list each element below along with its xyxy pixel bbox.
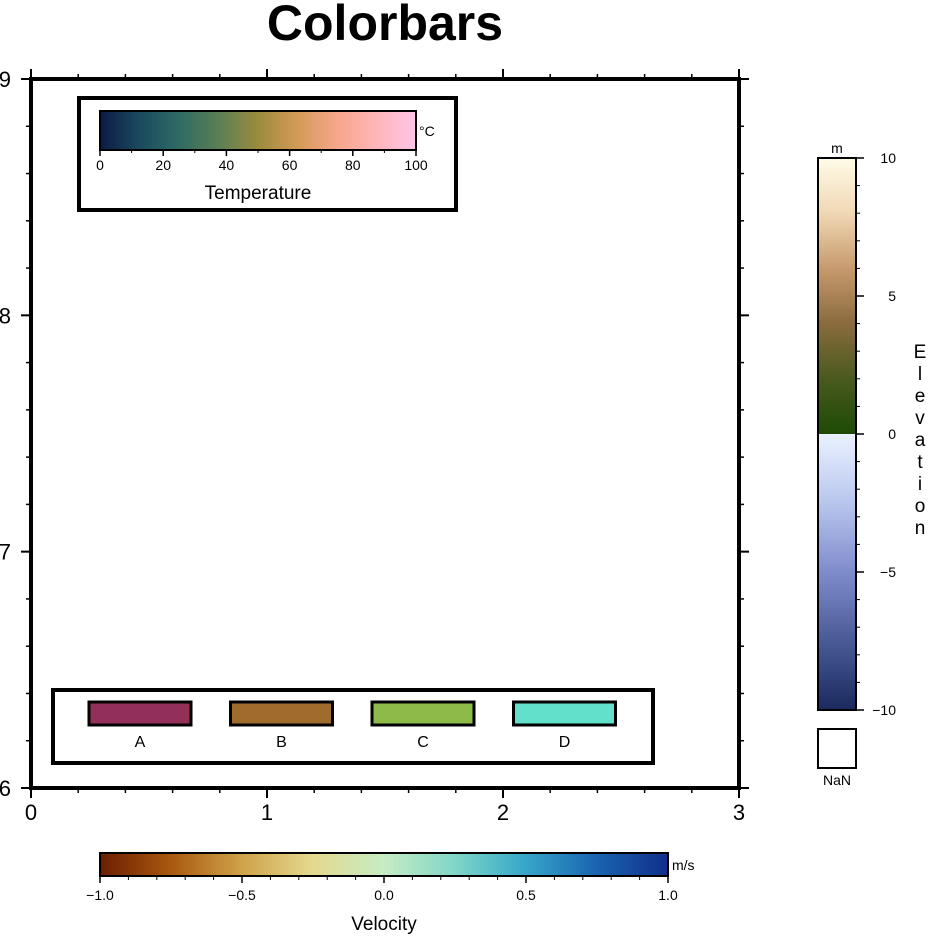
elevation-tick-label: 10 (880, 150, 896, 166)
y-tick-label: 6 (0, 776, 11, 801)
x-tick-label: 2 (497, 800, 509, 825)
category-swatch-d (512, 700, 617, 727)
velocity-tick-label: 0.0 (374, 887, 394, 903)
category-label-b: B (276, 734, 287, 751)
x-tick-label: 1 (261, 800, 273, 825)
velocity-ticks: −1.0 −0.5 0.0 0.5 1.0 (86, 876, 678, 903)
plot-frame (29, 77, 741, 790)
elevation-colorbar-top (818, 158, 856, 434)
velocity-unit: m/s (672, 857, 695, 873)
temperature-ticks: 0 20 40 60 80 100 (96, 150, 428, 173)
velocity-colorbar (99, 852, 669, 877)
elevation-tick-label: −10 (872, 702, 896, 718)
y-tick-label: 9 (0, 67, 11, 92)
category-swatch-a (87, 700, 193, 727)
x-tick-label: 0 (25, 800, 37, 825)
temperature-tick-label: 80 (345, 157, 361, 173)
category-label-d: D (559, 734, 571, 751)
x-tick-label: 3 (733, 800, 745, 825)
chart-title: Colorbars (267, 0, 503, 51)
temperature-unit: °C (419, 123, 435, 139)
category-swatch-b (229, 700, 334, 727)
elevation-tick-label: 5 (888, 288, 896, 304)
elevation-tick-label: −5 (880, 564, 896, 580)
category-label-a: A (135, 734, 146, 751)
elevation-unit: m (831, 140, 843, 156)
category-legend: A B C D (87, 700, 617, 751)
elevation-nan-swatch (817, 728, 857, 769)
frame-tick-labels: 0 1 2 3 6 7 8 9 (0, 67, 745, 825)
category-swatch-c (370, 700, 476, 727)
velocity-tick-label: 1.0 (658, 887, 678, 903)
temperature-tick-label: 60 (282, 157, 298, 173)
elevation-colorbar-bottom (818, 434, 856, 710)
elevation-ticks: 10 5 0 −5 −10 (856, 150, 896, 718)
temperature-label: Temperature (205, 183, 312, 204)
elevation-tick-label: 0 (888, 426, 896, 442)
y-tick-label: 8 (0, 303, 11, 328)
temperature-tick-label: 100 (404, 157, 428, 173)
temperature-tick-label: 20 (155, 157, 171, 173)
temperature-colorbar (99, 110, 417, 151)
temperature-tick-label: 40 (219, 157, 235, 173)
frame-ticks (21, 69, 749, 798)
temperature-tick-label: 0 (96, 157, 104, 173)
category-label-c: C (417, 734, 429, 751)
elevation-nan-label: NaN (823, 772, 851, 788)
velocity-tick-label: 0.5 (516, 887, 536, 903)
y-tick-label: 7 (0, 540, 11, 565)
velocity-tick-label: −0.5 (228, 887, 256, 903)
velocity-tick-label: −1.0 (86, 887, 114, 903)
velocity-label: Velocity (351, 914, 417, 935)
